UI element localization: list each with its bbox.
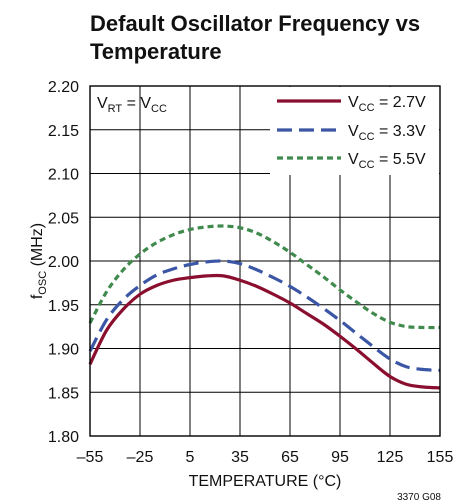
y-tick-label: 1.90: [48, 342, 79, 359]
figure-id: 3370 G08: [397, 492, 441, 503]
y-tick-label: 1.80: [48, 429, 79, 446]
y-tick-label: 2.00: [48, 254, 79, 271]
y-tick-labels: 1.80 1.85 1.90 1.95 2.00 2.05 2.10 2.15 2.20: [48, 79, 79, 446]
y-axis-label: fOSC (MHz): [29, 223, 49, 299]
y-axis-label-sub: OSC: [37, 271, 49, 295]
x-tick-label: 95: [331, 449, 349, 466]
x-tick-label: 5: [186, 449, 195, 466]
condition-sub: RT: [108, 103, 123, 115]
y-axis-label-main: f: [29, 294, 46, 299]
y-tick-label: 1.95: [48, 298, 79, 315]
y-tick-label: 1.85: [48, 385, 79, 402]
y-tick-label: 2.20: [48, 79, 79, 96]
x-tick-label: –25: [127, 449, 154, 466]
condition-sub2: CC: [151, 103, 167, 115]
legend-entry-vcc-5.5v: VCC = 5.5V: [348, 151, 426, 171]
y-tick-label: 2.15: [48, 123, 79, 140]
x-tick-label: 155: [427, 449, 454, 466]
chart-title-line-2: Temperature: [90, 39, 222, 64]
legend-entry-vcc-2.7v: VCC = 2.7V: [348, 94, 426, 114]
x-tick-label: 35: [231, 449, 249, 466]
chart-title-line-1: Default Oscillator Frequency vs: [90, 11, 420, 36]
x-tick-label: –55: [77, 449, 104, 466]
legend-entry-rest: = 3.3V: [375, 123, 426, 140]
legend-entry-vcc-3.3v: VCC = 3.3V: [348, 123, 426, 143]
series-line-0: [88, 273, 441, 390]
legend-entry-main: V: [348, 94, 359, 111]
legend-entry-sub: CC: [359, 159, 375, 171]
legend-entry-rest: = 2.7V: [375, 94, 426, 111]
plot-border: [89, 85, 441, 437]
condition-label: VRT = VCC: [97, 95, 167, 115]
series-lines: [88, 224, 441, 390]
x-tick-label: 125: [377, 449, 404, 466]
y-tick-label: 2.10: [48, 167, 79, 184]
x-tick-labels: –55 –25 5 35 65 95 125 155: [77, 449, 454, 466]
x-tick-label: 65: [281, 449, 299, 466]
legend: VCC = 2.7V VCC = 3.3V VCC = 5.5V: [277, 94, 426, 171]
legend-entry-main: V: [348, 123, 359, 140]
legend-entry-sub: CC: [359, 102, 375, 114]
legend-entry-main: V: [348, 151, 359, 168]
legend-entry-rest: = 5.5V: [375, 151, 426, 168]
y-axis-label-unit: (MHz): [29, 223, 46, 271]
condition-mid: = V: [122, 95, 151, 112]
series-line-2: [88, 224, 441, 330]
series-line-1: [88, 259, 441, 372]
legend-entry-sub: CC: [359, 131, 375, 143]
x-axis-label: TEMPERATURE (°C): [189, 473, 342, 490]
y-tick-label: 2.05: [48, 210, 79, 227]
condition-main: V: [97, 95, 108, 112]
